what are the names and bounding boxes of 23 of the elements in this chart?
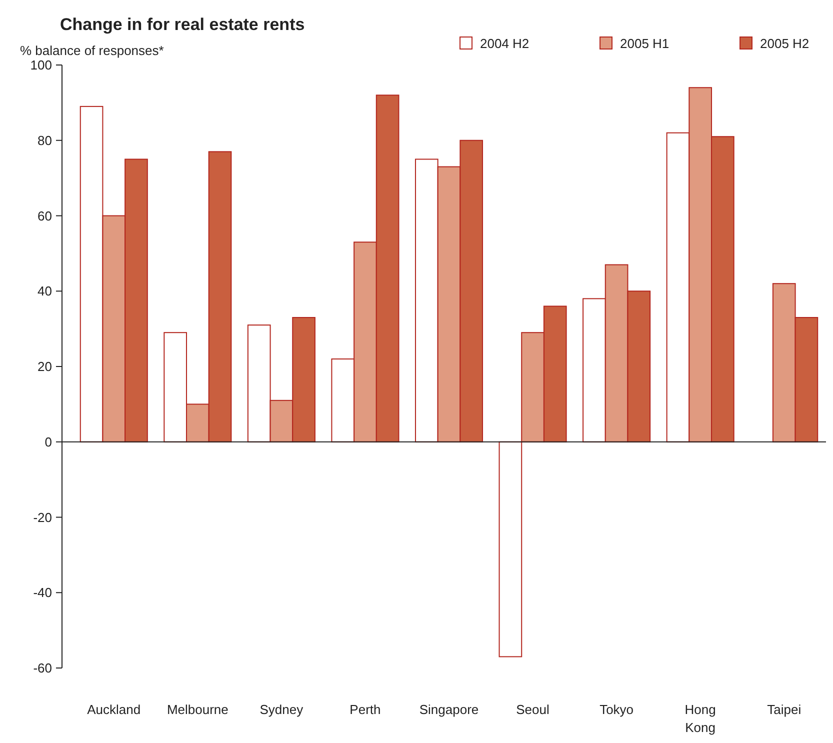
- y-tick-label: 0: [44, 434, 52, 450]
- y-axis-title: % balance of responses*: [20, 43, 164, 58]
- y-tick-label: 40: [38, 284, 52, 299]
- x-tick-label: Seoul: [516, 702, 550, 717]
- y-tick-label: 80: [38, 132, 52, 148]
- x-tick-label: Melbourne: [166, 702, 228, 717]
- y-tick-label: -20: [33, 510, 52, 525]
- y-tick-label: -60: [33, 660, 52, 676]
- y-tick-label: 20: [38, 359, 52, 374]
- legend-label: 2005 H1: [620, 36, 670, 51]
- y-tick-label: 100: [30, 58, 52, 73]
- x-tick-label: Taipei: [767, 702, 802, 717]
- x-tick-label: Sydney: [260, 702, 304, 717]
- x-tick-label: Perth: [350, 702, 381, 717]
- x-tick-label: Singapore: [419, 702, 479, 717]
- y-tick-label: -40: [33, 585, 52, 600]
- legend-label: 2004 H2: [480, 36, 530, 51]
- x-tick-label: Tokyo: [600, 702, 634, 717]
- chart-title: Change in for real estate rents: [60, 15, 305, 34]
- y-tick-label: 60: [38, 208, 52, 224]
- x-tick-label: Hong Kong: [684, 702, 716, 735]
- x-tick-label: Auckland: [87, 702, 141, 717]
- legend-label: 2005 H2: [760, 36, 810, 51]
